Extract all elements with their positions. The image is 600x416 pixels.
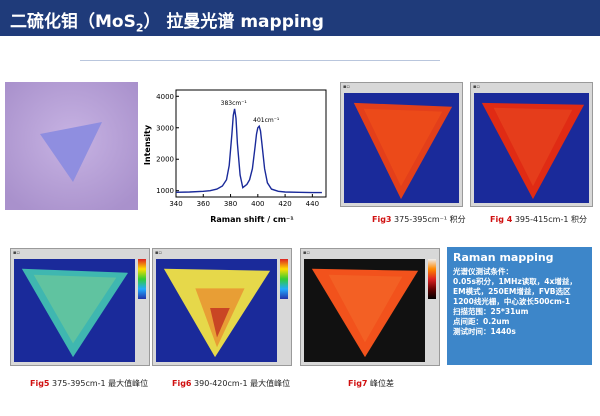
map-fig5: ▪▫ [10,248,150,366]
x-tick-label: 360 [197,200,210,208]
x-tick-label: 420 [278,200,291,208]
map-fig6: ▪▫ [152,248,292,366]
map-toolbar: ▪▫ [155,250,162,256]
raman-box-line: 测试时间：1440s [453,327,516,336]
spectrum-svg: 340 360 380 400 420 440 1000 2000 3000 4000 383cm… [143,89,327,224]
raman-box-line: 扫描范围：25*31um [453,307,529,316]
map-fig4: ▪▫ [470,82,593,207]
mos2-flake [40,122,102,182]
map-toolbar: ▪▫ [13,250,20,256]
map-toolbar: ▪▫ [473,84,480,90]
spectrum-line [175,108,322,194]
caption-fig4: Fig 4 395-415cm-1 积分 [490,215,587,224]
caption-fig3: Fig3 375-395cm⁻¹ 积分 [372,215,466,224]
caption-fig7: Fig7 峰位差 [348,379,395,388]
y-tick-label: 4000 [156,93,174,101]
optical-image-svg [5,82,138,210]
x-tick-label: 440 [306,200,319,208]
title-bar [0,0,600,36]
raman-box-line: 0.05s积分，1MHz读取，4x增益，EM模式，250EM增益，FVB选区 [453,277,577,296]
map-fig3: ▪▫ [340,82,463,207]
divider [80,60,440,61]
x-axis-label: Raman shift / cm⁻¹ [210,215,294,224]
raman-box-line: 1200线光栅，中心波长500cm-1 [453,297,571,306]
raman-box-line: 光谱仪测试条件： [453,267,513,276]
map-toolbar: ▪▫ [303,250,310,256]
peak-annotation-401: 401cm⁻¹ [253,117,280,124]
map-toolbar: ▪▫ [343,84,350,90]
raman-box-title: Raman mapping [453,251,554,264]
x-tick-label: 340 [169,200,182,208]
raman-spectrum-chart: 340 360 380 400 420 440 1000 2000 3000 4000 383cm… [142,85,332,225]
caption-fig6: Fig6 390-420cm-1 最大值峰位 [172,379,291,388]
colorbar [280,259,288,299]
y-tick-label: 1000 [156,187,174,195]
y-tick-label: 3000 [156,124,174,132]
x-tick-label: 400 [251,200,264,208]
colorbar [428,259,436,299]
y-axis-label: Intensity [143,124,152,165]
map-fig7: ▪▫ [300,248,440,366]
y-tick-label: 2000 [156,156,174,164]
caption-fig5: Fig5 375-395cm-1 最大值峰位 [30,379,149,388]
plot-frame [175,89,327,198]
raman-mapping-info-box: Raman mapping 光谱仪测试条件： 0.05s积分，1MHz读取，4x… [447,247,592,365]
colorbar [138,259,146,299]
peak-annotation-383: 383cm⁻¹ [221,100,248,107]
raman-box-line: 点间距：0.2um [453,317,510,326]
x-tick-label: 380 [224,200,237,208]
optical-image [5,82,138,210]
page-title: 二硫化钼（MoS2） 拉曼光谱 mapping [10,12,324,35]
